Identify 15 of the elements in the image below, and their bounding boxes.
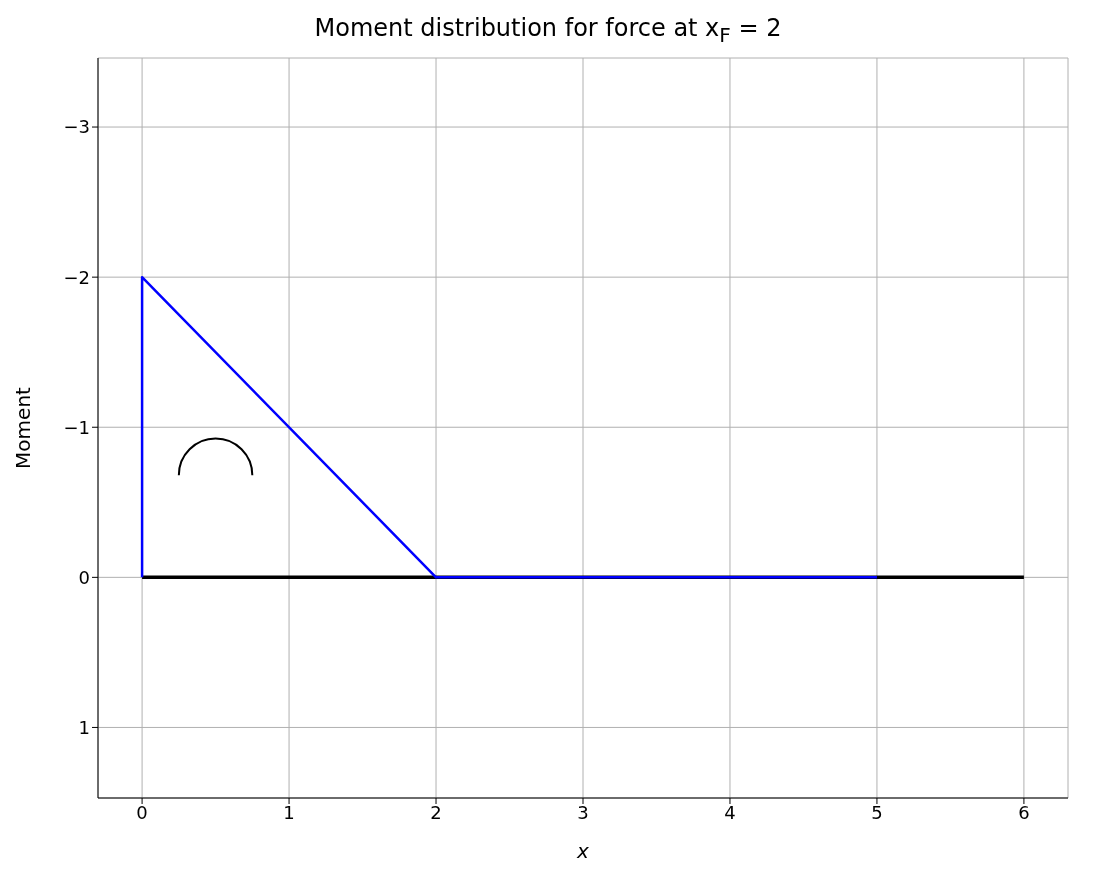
x-tick-label: 5 — [871, 801, 883, 823]
x-tick-label: 3 — [577, 801, 589, 823]
y-tick-label: −1 — [63, 416, 90, 438]
x-axis-title: x — [576, 839, 590, 863]
x-tick-label: 0 — [136, 801, 148, 823]
chart-title: Moment distribution for force at x$_{F}$ = 2 — [313, 13, 783, 48]
y-axis-title: Moment — [11, 386, 36, 469]
y-tick-label: −2 — [63, 266, 90, 288]
x-tick-label: 2 — [430, 801, 442, 823]
x-tick-label: 6 — [1018, 801, 1030, 823]
y-tick-label: 1 — [78, 716, 90, 738]
x-tick-label: 1 — [283, 801, 295, 823]
x-tick-label: 4 — [724, 801, 736, 823]
y-tick-label: 0 — [78, 566, 90, 588]
y-tick-label: −3 — [63, 116, 90, 138]
